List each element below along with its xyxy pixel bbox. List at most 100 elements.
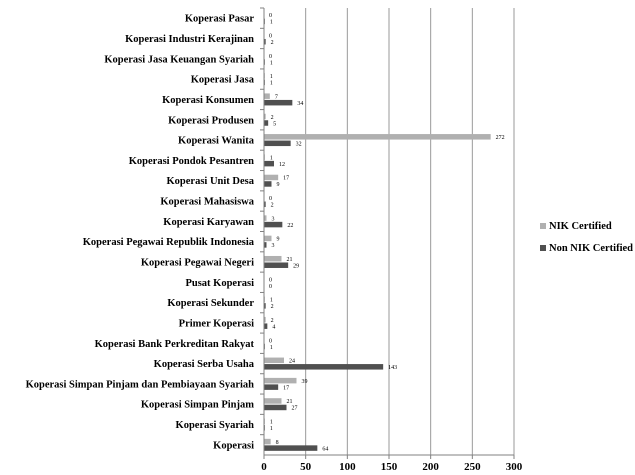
data-label: 34 (297, 101, 303, 107)
data-label: 0 (269, 13, 272, 19)
data-label: 1 (270, 74, 273, 80)
legend-label-non-nik-certified: Non NIK Certified (549, 243, 633, 254)
bar-non-nik-certified (264, 303, 266, 309)
data-label: 4 (272, 324, 275, 330)
data-label: 0 (269, 33, 272, 39)
data-label: 0 (269, 196, 272, 202)
data-label: 1 (270, 81, 273, 87)
bar-nik-certified (264, 174, 279, 181)
data-label: 39 (302, 379, 308, 385)
bar-non-nik-certified (264, 323, 268, 329)
category-label: Pusat Koperasi (185, 278, 254, 289)
legend-swatch-non-nik-certified (540, 245, 546, 251)
data-label: 1 (270, 426, 273, 432)
bar-nik-certified (264, 235, 272, 242)
category-label: Koperasi Industri Kerajinan (125, 34, 254, 45)
data-label: 143 (388, 365, 397, 371)
category-label: Koperasi Wanita (178, 136, 255, 147)
bar-non-nik-certified (264, 242, 267, 248)
data-label: 2 (271, 203, 274, 209)
bar-non-nik-certified (264, 99, 293, 106)
x-tick-label: 150 (381, 461, 398, 473)
bar-non-nik-certified (264, 38, 266, 45)
bar-nik-certified (264, 93, 270, 99)
data-label: 1 (270, 420, 273, 426)
bar-nik-certified (264, 316, 266, 323)
data-label: 24 (289, 359, 295, 365)
x-tick-label: 0 (261, 461, 267, 473)
data-label: 2 (271, 304, 274, 310)
data-label: 29 (293, 263, 299, 269)
data-label: 27 (292, 406, 298, 412)
bar-nik-certified (264, 377, 297, 384)
category-label: Koperasi Sekunder (167, 298, 254, 309)
bar-nik-certified (264, 134, 491, 140)
bar-nik-certified (264, 438, 271, 445)
data-label: 21 (287, 257, 293, 263)
bar-non-nik-certified (264, 120, 269, 126)
bar-nik-certified (264, 398, 282, 404)
category-label: Koperasi Unit Desa (167, 176, 255, 187)
gridlines (305, 8, 515, 455)
data-label: 2 (271, 115, 274, 121)
legend: NIK Certified Non NIK Certified (540, 221, 633, 254)
x-tick-label: 100 (339, 461, 356, 473)
data-label: 32 (296, 142, 302, 148)
legend-swatch-nik-certified (540, 223, 546, 229)
category-label: Koperasi Konsumen (162, 95, 254, 106)
data-label: 272 (496, 135, 505, 141)
data-label: 9 (277, 237, 280, 243)
x-tick-label: 250 (464, 461, 481, 473)
bar-nik-certified (264, 255, 282, 262)
category-label: Koperasi Pegawai Republik Indonesia (83, 237, 255, 248)
category-label: Koperasi Pasar (185, 14, 254, 25)
data-label: 1 (270, 20, 273, 26)
data-label: 3 (272, 243, 275, 249)
bar-nik-certified (264, 357, 284, 364)
data-labels: 0102011173425272321121790232293212900122… (269, 13, 505, 452)
x-tick-label: 50 (300, 461, 312, 473)
category-label: Koperasi Syariah (176, 420, 255, 431)
data-label: 21 (287, 399, 293, 405)
data-label: 7 (275, 94, 278, 100)
x-tick-label: 300 (506, 461, 523, 473)
bar-nik-certified (264, 215, 267, 221)
category-label: Koperasi Pegawai Negeri (141, 257, 254, 268)
bar-non-nik-certified (264, 160, 274, 167)
bar-non-nik-certified (264, 201, 266, 208)
data-label: 2 (271, 40, 274, 46)
bar-non-nik-certified (264, 364, 384, 370)
data-label: 0 (269, 277, 272, 283)
data-label: 17 (283, 385, 289, 391)
category-label: Koperasi Produsen (168, 115, 254, 126)
data-label: 1 (270, 298, 273, 304)
category-label: Primer Koperasi (179, 318, 254, 329)
data-label: 64 (322, 446, 328, 452)
data-label: 22 (287, 223, 293, 229)
category-label: Koperasi Jasa Keuangan Syariah (104, 54, 254, 65)
data-label: 1 (270, 155, 273, 161)
bar-non-nik-certified (264, 445, 318, 451)
data-label: 0 (269, 284, 272, 290)
category-label: Koperasi Pondok Pesantren (129, 156, 254, 167)
data-label: 3 (272, 216, 275, 222)
bar-non-nik-certified (264, 404, 287, 411)
category-axis-labels: Koperasi Pasar Koperasi Industri Kerajina… (26, 7, 264, 451)
category-label: Koperasi Simpan Pinjam (141, 400, 254, 411)
bar-non-nik-certified (264, 384, 279, 390)
category-label: Koperasi Bank Perkreditan Rakyat (95, 339, 255, 350)
data-label: 0 (269, 54, 272, 60)
category-label: Koperasi Mahasiswa (160, 197, 254, 208)
bars (264, 18, 491, 451)
bar-non-nik-certified (264, 262, 289, 268)
legend-label-nik-certified: NIK Certified (549, 221, 612, 232)
data-label: 12 (279, 162, 285, 168)
bar-non-nik-certified (264, 140, 291, 147)
data-label: 9 (277, 182, 280, 188)
data-label: 2 (271, 318, 274, 324)
bar-non-nik-certified (264, 181, 272, 187)
category-label: Koperasi Karyawan (163, 217, 254, 228)
data-label: 5 (273, 121, 276, 127)
bar-non-nik-certified (264, 221, 283, 228)
